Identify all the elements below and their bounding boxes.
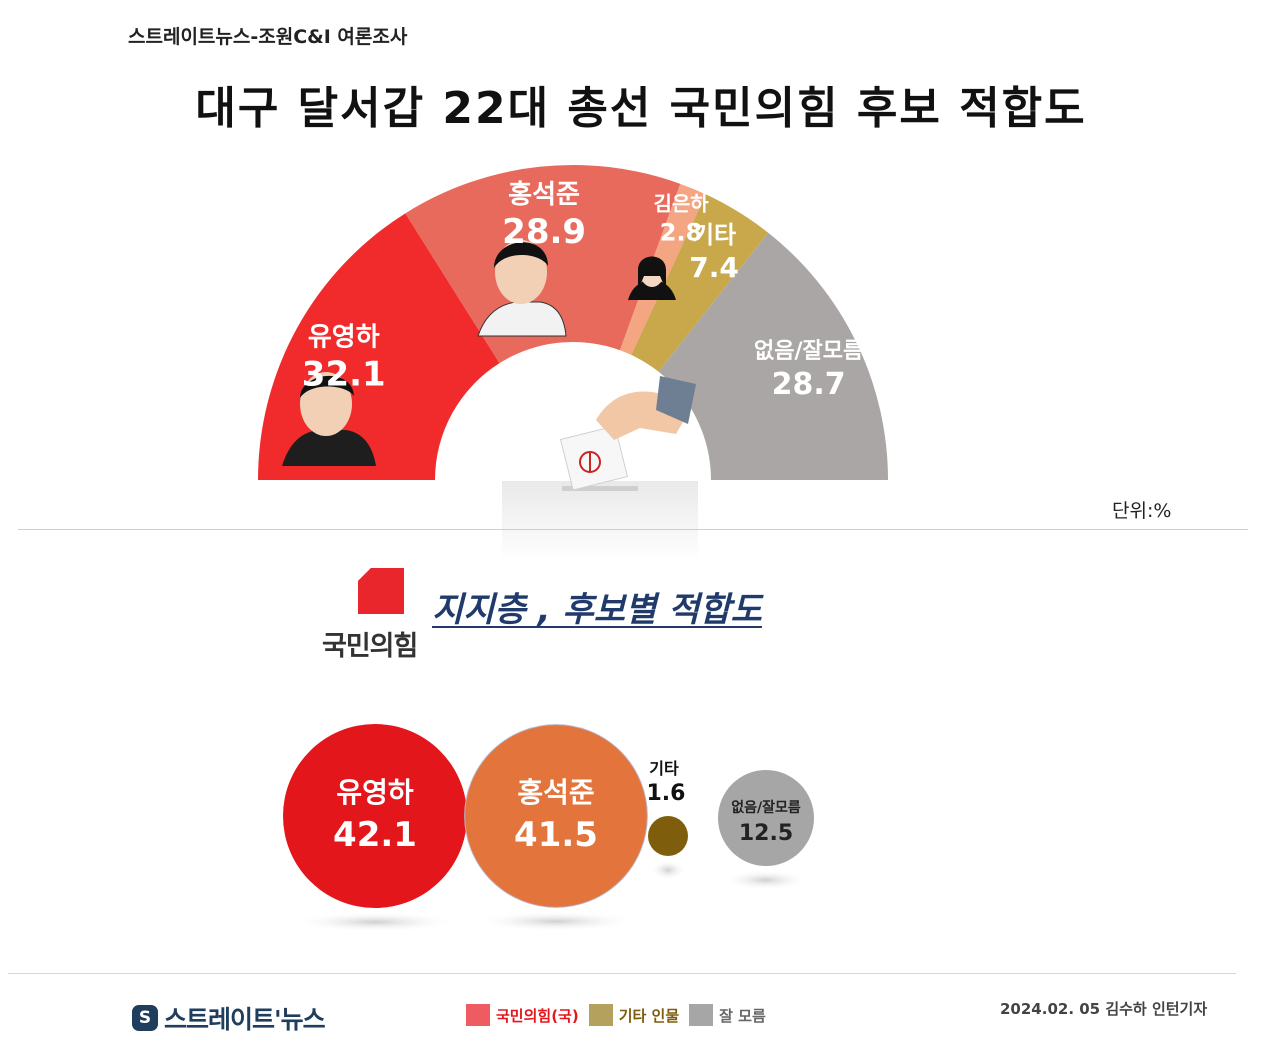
survey-source: 스트레이트뉴스-조원C&I 여론조사 <box>128 26 408 48</box>
unit-label: 단위:% <box>1112 500 1172 522</box>
publisher-logo-name: 스트레이트'뉴스 <box>164 1005 326 1034</box>
bubble-label-value-other: 1.6 <box>647 781 686 806</box>
semi-label-name-none: 없음/잘모름 <box>754 339 863 364</box>
section-divider <box>18 529 1248 530</box>
semi-label-name-kim: 김은하 <box>653 191 709 215</box>
legend-label-ppp: 국민의힘(국) <box>496 1006 579 1025</box>
legend-item-ppp: 국민의힘(국) <box>466 1004 579 1026</box>
reporter-credit: 2024.02. 05 김수하 인턴기자 <box>1000 1000 1208 1018</box>
ballot-box-illustration <box>502 376 698 560</box>
semi-slice-none <box>658 232 888 480</box>
party-logo-mark <box>358 568 404 614</box>
legend-swatch-other <box>588 1004 613 1026</box>
semi-label-name-other: 기타 <box>692 221 736 249</box>
semi-label-value-none: 28.7 <box>772 367 846 402</box>
bubble-label-name-hong: 홍석준 <box>517 776 594 809</box>
candidate-portrait-hong <box>477 240 567 337</box>
bubble-label-name-none: 없음/잘모름 <box>731 800 801 816</box>
legend-label-other: 기타 인물 <box>618 1006 680 1025</box>
bubble-label-value-hong: 41.5 <box>514 815 598 855</box>
legend-label-unknown: 잘 모름 <box>719 1006 766 1025</box>
bubble-label-name-yoo: 유영하 <box>336 776 414 809</box>
bubble-shadow-yoo <box>292 912 458 932</box>
bubble-shadow-other <box>650 860 686 880</box>
page-title: 대구 달서갑 22대 총선 국민의힘 후보 적합도 <box>195 83 1087 134</box>
bubble-shadow-none <box>722 870 810 890</box>
legend: 국민의힘(국) 기타 인물 잘 모름 <box>466 1004 766 1026</box>
publisher-logo: S 스트레이트'뉴스 <box>132 1000 326 1036</box>
semi-label-value-hong: 28.9 <box>502 212 586 252</box>
bubble-label-value-none: 12.5 <box>739 821 793 846</box>
section-subtitle: 지지층 , 후보별 적합도 <box>432 590 762 630</box>
semi-label-value-yoo: 32.1 <box>302 354 386 394</box>
party-logo-name: 국민의힘 <box>322 631 418 662</box>
semi-label-name-yoo: 유영하 <box>308 322 380 352</box>
semi-slice-other <box>631 194 769 372</box>
legend-item-other: 기타 인물 <box>588 1004 680 1026</box>
legend-swatch-unknown <box>689 1004 714 1026</box>
semi-label-value-kim: 2.8 <box>660 218 703 246</box>
bubble-yoo <box>283 724 467 908</box>
bubble-shadow-hong <box>473 911 639 932</box>
semi-label-name-hong: 홍석준 <box>508 180 580 210</box>
bubble-other <box>648 816 688 856</box>
semi-label-value-other: 7.4 <box>689 251 739 284</box>
publisher-logo-icon: S <box>132 1005 158 1031</box>
legend-swatch-ppp <box>466 1004 490 1026</box>
legend-item-unknown: 잘 모름 <box>689 1004 766 1026</box>
candidate-portrait-kim <box>628 256 676 300</box>
footer-divider <box>8 973 1236 974</box>
bubble-chart: 유영하 42.1 홍석준 41.5 기타 1.6 없음/잘모름 12.5 <box>283 724 814 932</box>
bubble-label-value-yoo: 42.1 <box>333 815 417 855</box>
bubble-hong <box>464 724 648 908</box>
bubble-label-name-other: 기타 <box>649 759 679 778</box>
bubble-none <box>718 770 814 866</box>
candidate-portrait-yoo <box>282 372 376 466</box>
